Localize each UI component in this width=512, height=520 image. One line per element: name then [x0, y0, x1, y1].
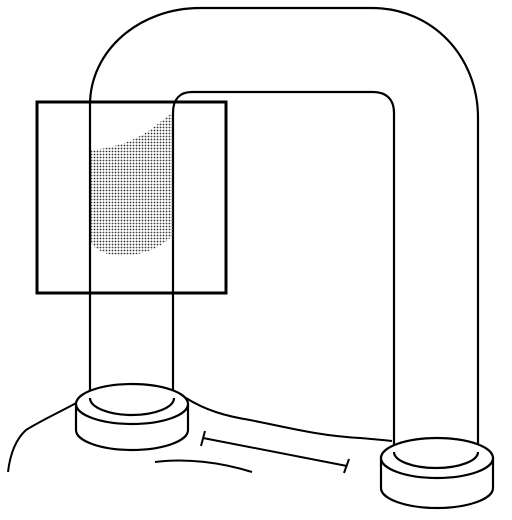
left-socket-top-rim: [74, 382, 190, 426]
highlight-rectangle: [35, 100, 228, 295]
left-socket-inner-ring: [88, 397, 176, 417]
dimension-tick-right: [343, 458, 350, 474]
right-socket-inner-ring: [392, 451, 480, 470]
base-surface: [7, 397, 393, 473]
shaded-region: [90, 113, 173, 256]
base-left-edge: [7, 401, 79, 473]
base-top-edge: [185, 397, 393, 442]
dimension-arrow: [200, 430, 350, 474]
right-socket-top-rim: [379, 436, 495, 480]
base-inner-curve: [154, 459, 253, 473]
dimension-line: [202, 437, 348, 467]
dimension-tick-left: [200, 430, 206, 447]
right-socket: [379, 436, 495, 510]
left-socket: [74, 382, 190, 452]
